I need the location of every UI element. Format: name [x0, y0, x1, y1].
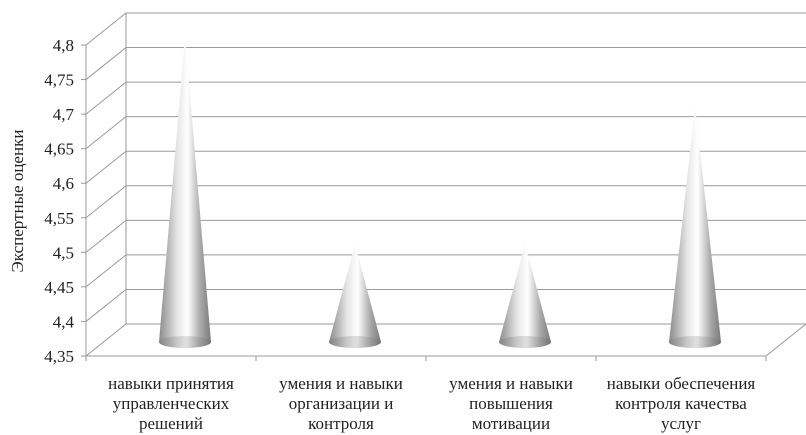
- y-tick-label: 4,75: [44, 71, 74, 90]
- x-category-label-line: контроля качества: [615, 394, 747, 413]
- gridline: [85, 81, 806, 115]
- y-tick-label: 4,35: [44, 347, 74, 366]
- x-category-label: умения и навыки повышения мотивации: [449, 374, 573, 433]
- y-tick-label: 4,4: [53, 312, 75, 331]
- cones: [159, 37, 721, 348]
- y-tick-label: 4,65: [44, 140, 74, 159]
- cone-base: [669, 336, 721, 348]
- y-tick-label: 4,45: [44, 278, 74, 297]
- gridline: [85, 323, 806, 357]
- cone-body: [159, 37, 211, 348]
- x-category-label-line: решений: [139, 414, 203, 433]
- x-category-label-line: умения и навыки: [279, 374, 403, 393]
- x-category-label-line: умения и навыки: [449, 374, 573, 393]
- x-category-label-line: навыки обеспечения: [607, 374, 756, 393]
- x-category-label-line: услуг: [661, 414, 701, 433]
- x-category-label: навыки принятия управленческих решений: [108, 374, 234, 433]
- gridline: [85, 47, 806, 80]
- x-category-label-line: организации и: [289, 394, 394, 413]
- x-category-label: навыки обеспечения контроля качества услуг: [607, 374, 756, 433]
- y-tick-label: 4,6: [53, 174, 74, 193]
- cone-body: [499, 244, 551, 348]
- y-tick-label: 4,55: [44, 209, 74, 228]
- x-category-label-line: мотивации: [472, 414, 550, 433]
- x-category-label-line: управленческих: [113, 394, 230, 413]
- y-axis-title: Экспертные оценки: [8, 130, 27, 273]
- cone-base: [499, 336, 551, 348]
- x-category-label-line: контроля: [308, 414, 374, 433]
- cone-bar: [669, 106, 721, 348]
- y-tick-label: 4,7: [53, 105, 75, 124]
- x-category-label: умения и навыки организации и контроля: [279, 374, 403, 433]
- x-category-label-line: навыки принятия: [108, 374, 234, 393]
- x-category-label-line: повышения: [469, 394, 553, 413]
- gridline: [85, 219, 806, 253]
- floor-right-edge: [765, 323, 806, 357]
- gridline: [85, 254, 806, 288]
- y-axis-ticks: 4,35 4,4 4,45 4,5 4,55 4,6 4,65 4,7 4,75 4,8: [44, 36, 86, 366]
- gridlines: [85, 12, 806, 357]
- y-tick-label: 4,8: [53, 36, 74, 55]
- gridline: [85, 116, 806, 150]
- cone-base: [329, 336, 381, 348]
- cone-body: [669, 106, 721, 348]
- cone-bar: [499, 244, 551, 348]
- gridline: [85, 12, 806, 46]
- x-axis-labels: навыки принятия управленческих решений умен…: [85, 356, 767, 433]
- gridline: [85, 288, 806, 322]
- cone-base: [159, 336, 211, 348]
- cone-bar: [159, 37, 211, 348]
- y-tick-label: 4,5: [53, 243, 74, 262]
- cone-bar: [329, 244, 381, 348]
- cone-body: [329, 244, 381, 348]
- gridline: [85, 150, 806, 184]
- gridline: [85, 185, 806, 219]
